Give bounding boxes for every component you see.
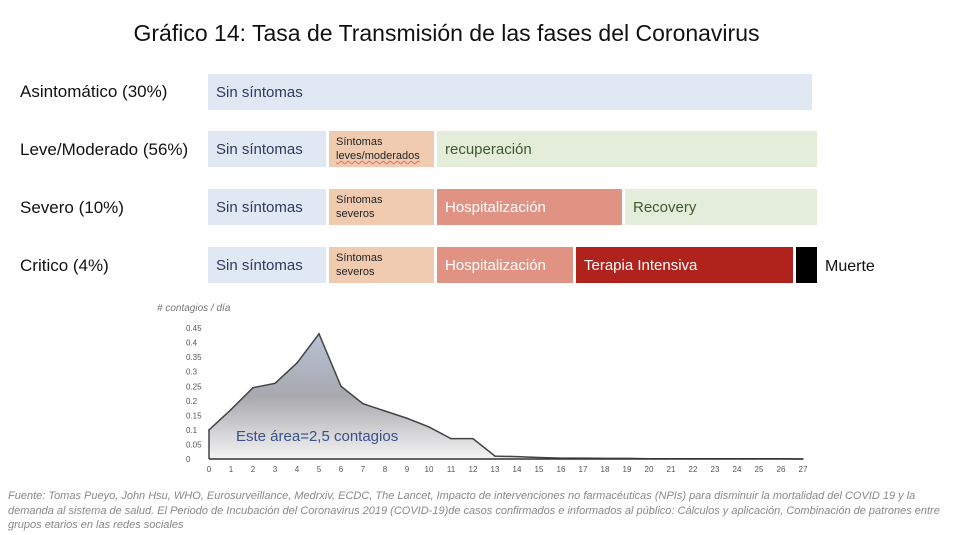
x-tick-label: 11 xyxy=(447,465,456,474)
phase-text: severos xyxy=(336,208,375,220)
phase-sin-sintomas: Sin síntomas xyxy=(208,74,812,110)
data-point xyxy=(252,386,254,389)
phase-terapia-intensiva: Terapia Intensiva xyxy=(576,247,793,283)
data-point xyxy=(802,458,804,460)
y-tick-label: 0 xyxy=(186,455,191,464)
x-tick-label: 2 xyxy=(251,465,256,474)
x-tick-label: 4 xyxy=(295,465,300,474)
data-point xyxy=(450,437,452,440)
x-tick-label: 5 xyxy=(317,465,322,474)
chart-title: Gráfico 14: Tasa de Transmisión de las f… xyxy=(133,20,760,46)
data-point xyxy=(472,437,474,440)
row-label-asintomatico: Asintomático (30%) xyxy=(20,82,168,101)
phase-sin-sintomas: Sin síntomas xyxy=(208,131,326,167)
data-point xyxy=(494,455,496,457)
x-tick-label: 25 xyxy=(755,465,764,474)
x-tick-label: 10 xyxy=(425,465,434,474)
y-tick-label: 0.15 xyxy=(186,411,202,420)
phase-text: leves/moderados xyxy=(336,150,420,162)
data-point xyxy=(340,385,342,388)
x-tick-label: 9 xyxy=(405,465,410,474)
data-point xyxy=(384,410,386,412)
x-tick-label: 16 xyxy=(557,465,566,474)
y-tick-label: 0.45 xyxy=(186,324,202,333)
x-tick-label: 8 xyxy=(383,465,388,474)
x-tick-label: 14 xyxy=(513,465,522,474)
x-tick-label: 6 xyxy=(339,465,344,474)
x-tick-label: 27 xyxy=(799,465,808,474)
data-point xyxy=(362,402,364,405)
x-tick-label: 12 xyxy=(469,465,478,474)
phase-hospitalizacion: Hospitalización xyxy=(437,247,573,283)
y-tick-label: 0.35 xyxy=(186,353,202,362)
data-point xyxy=(626,457,628,460)
x-tick-label: 19 xyxy=(623,465,632,474)
x-tick-label: 3 xyxy=(273,465,278,474)
data-point xyxy=(692,457,694,460)
data-point xyxy=(670,457,672,460)
data-point xyxy=(428,426,430,428)
x-tick-label: 17 xyxy=(579,465,588,474)
row-label-severo: Severo (10%) xyxy=(20,198,124,217)
phase-sin-sintomas: Sin síntomas xyxy=(208,247,326,283)
data-point xyxy=(538,456,540,459)
data-point xyxy=(758,457,760,460)
x-tick-label: 1 xyxy=(229,465,234,474)
phase-recovery: Recovery xyxy=(625,189,817,225)
phase-muerte-bar xyxy=(796,247,817,283)
data-point xyxy=(648,457,650,460)
x-tick-label: 20 xyxy=(645,465,654,474)
row-label-critico: Critico (4%) xyxy=(20,256,109,275)
x-tick-label: 0 xyxy=(207,465,212,474)
muerte-label: Muerte xyxy=(825,258,875,275)
phase-sintomas-severos: Síntomas severos xyxy=(329,247,434,283)
data-point xyxy=(516,455,518,458)
row-label-leve: Leve/Moderado (56%) xyxy=(20,140,189,159)
y-tick-label: 0.3 xyxy=(186,368,198,377)
y-tick-label: 0.2 xyxy=(186,397,198,406)
y-tick-label: 0.25 xyxy=(186,382,202,391)
x-tick-label: 18 xyxy=(601,465,610,474)
data-point xyxy=(230,408,232,411)
x-tick-label: 23 xyxy=(711,465,720,474)
y-axis-label: # contagios / día xyxy=(157,303,231,314)
area-annotation: Este área=2,5 contagios xyxy=(236,428,398,445)
data-point xyxy=(736,457,738,460)
data-point xyxy=(406,417,408,420)
data-point xyxy=(560,457,562,459)
phase-sintomas-severos: Síntomas severos xyxy=(329,189,434,225)
x-tick-label: 13 xyxy=(491,465,500,474)
data-point xyxy=(318,333,320,335)
phase-text: Síntomas xyxy=(336,252,383,264)
phase-hospitalizacion: Hospitalización xyxy=(437,189,622,225)
data-point xyxy=(274,382,276,385)
phase-sintomas-leves: Síntomas leves/moderados xyxy=(329,131,434,167)
data-point xyxy=(208,429,210,431)
x-tick-label: 7 xyxy=(361,465,366,474)
data-point xyxy=(296,362,298,364)
data-point xyxy=(780,457,782,460)
y-tick-label: 0.05 xyxy=(186,440,202,449)
x-tick-label: 21 xyxy=(667,465,676,474)
y-tick-label: 0.4 xyxy=(186,339,198,348)
x-tick-label: 22 xyxy=(689,465,698,474)
source-footer: Fuente: Tomas Pueyo, John Hsu, WHO, Euro… xyxy=(8,490,940,531)
phase-text: Síntomas xyxy=(336,136,383,148)
y-tick-label: 0.1 xyxy=(186,426,198,435)
phase-recuperacion: recuperación xyxy=(437,131,817,167)
x-tick-label: 26 xyxy=(777,465,786,474)
phase-sin-sintomas: Sin síntomas xyxy=(208,189,326,225)
x-tick-label: 15 xyxy=(535,465,544,474)
data-point xyxy=(582,457,584,459)
phase-text: severos xyxy=(336,266,375,278)
data-point xyxy=(604,457,606,460)
area-fill xyxy=(209,333,803,459)
phase-text: Síntomas xyxy=(336,194,383,206)
transmission-area-chart: # contagios / día 0 0.05 0.1 0.15 0.2 0.25 0.3… xyxy=(157,303,808,474)
x-tick-label: 24 xyxy=(733,465,742,474)
data-point xyxy=(714,457,716,460)
